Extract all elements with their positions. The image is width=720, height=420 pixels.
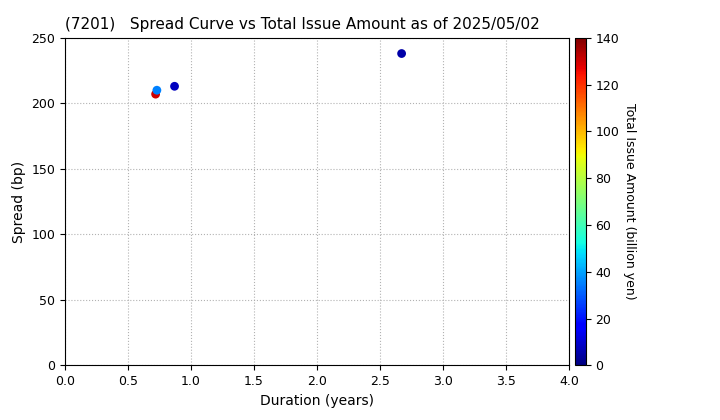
Y-axis label: Spread (bp): Spread (bp)	[12, 160, 26, 243]
Point	[396, 50, 408, 57]
X-axis label: Duration (years): Duration (years)	[260, 394, 374, 408]
Point	[168, 83, 180, 89]
Text: (7201)   Spread Curve vs Total Issue Amount as of 2025/05/02: (7201) Spread Curve vs Total Issue Amoun…	[65, 18, 539, 32]
Point	[151, 87, 163, 94]
Y-axis label: Total Issue Amount (billion yen): Total Issue Amount (billion yen)	[623, 103, 636, 300]
Point	[150, 91, 161, 97]
